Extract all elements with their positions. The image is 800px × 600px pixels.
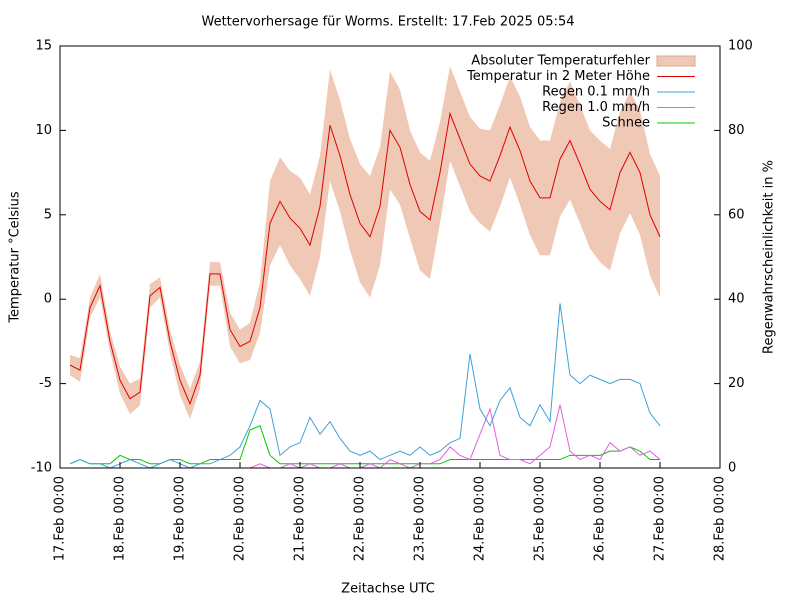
series-line [69, 111, 661, 406]
x-tick-label: 22.Feb 00:00 [353, 476, 368, 561]
x-tick-label: 27.Feb 00:00 [653, 476, 668, 561]
x-tick-label: 18.Feb 00:00 [113, 476, 128, 561]
x-tick-label: 25.Feb 00:00 [533, 476, 548, 561]
legend-label: Regen 0.1 mm/h [542, 85, 650, 100]
y2-tick-label: 20 [728, 376, 745, 391]
x-tick-label: 17.Feb 00:00 [53, 476, 68, 561]
y2-tick-label: 40 [728, 292, 745, 307]
x-tick-label: 24.Feb 00:00 [473, 476, 488, 561]
x-tick-label: 20.Feb 00:00 [233, 476, 248, 561]
error-band [70, 66, 660, 420]
y2-tick-label: 60 [728, 207, 745, 222]
legend-label: Temperatur in 2 Meter Höhe [466, 69, 650, 84]
y-axis-label: Temperatur °Celsius [8, 191, 23, 324]
x-tick-label: 19.Feb 00:00 [173, 476, 188, 561]
plot-frame [59, 45, 721, 469]
y-tick-label: 5 [44, 207, 52, 222]
series-line [69, 303, 661, 469]
x-tick-label: 23.Feb 00:00 [413, 476, 428, 561]
legend-label: Absoluter Temperaturfehler [471, 54, 650, 69]
y2-tick-label: 0 [728, 461, 736, 476]
y2-axis-label: Regenwahrscheinlichkeit in % [762, 160, 777, 354]
legend-label: Schnee [602, 116, 650, 131]
legend-swatch [656, 55, 696, 67]
y-tick-label: 0 [44, 292, 52, 307]
x-tick-label: 26.Feb 00:00 [593, 476, 608, 561]
y-tick-label: -10 [31, 461, 52, 476]
legend-label: Regen 1.0 mm/h [542, 100, 650, 115]
y2-tick-label: 100 [728, 39, 753, 54]
x-axis-label: Zeitachse UTC [341, 582, 435, 597]
y-tick-label: 15 [35, 39, 52, 54]
y2-tick-label: 80 [728, 123, 745, 138]
y-tick-label: 10 [35, 123, 52, 138]
x-tick-label: 28.Feb 00:00 [713, 476, 728, 561]
chart-title: Wettervorhersage für Worms. Erstellt: 17… [201, 15, 574, 30]
x-tick-label: 21.Feb 00:00 [293, 476, 308, 561]
y-tick-label: -5 [39, 376, 52, 391]
